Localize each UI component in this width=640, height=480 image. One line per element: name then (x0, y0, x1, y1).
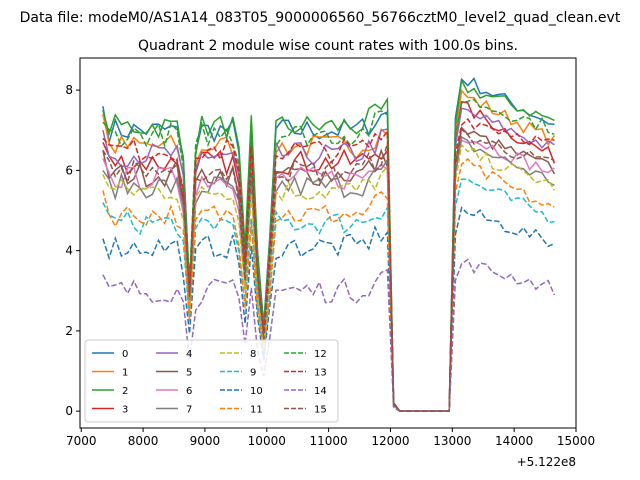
legend-label: 10 (250, 386, 263, 397)
legend-label: 6 (186, 386, 192, 397)
legend-box (84, 339, 339, 423)
legend-label: 9 (250, 368, 256, 379)
y-tick-label: 4 (65, 244, 73, 258)
legend-label: 2 (122, 386, 128, 397)
x-tick-label: 9000 (190, 434, 221, 448)
y-tick-label: 6 (65, 163, 73, 177)
x-tick-label: 11000 (310, 434, 348, 448)
series-line-10 (102, 206, 555, 412)
x-tick-label: 12000 (371, 434, 409, 448)
series-line-7 (102, 135, 555, 412)
x-tick-label: 15000 (557, 434, 595, 448)
series-line-6 (102, 139, 555, 412)
series-line-5 (102, 125, 556, 412)
legend-label: 11 (250, 405, 263, 416)
x-tick-label: 14000 (495, 434, 533, 448)
series-line-8 (102, 143, 556, 412)
legend-label: 7 (186, 405, 192, 416)
series-line-2 (102, 77, 555, 412)
x-tick-label: 7000 (66, 434, 97, 448)
legend-label: 5 (186, 368, 192, 379)
legend-label: 13 (314, 368, 327, 379)
y-tick-label: 8 (65, 83, 73, 97)
legend-label: 0 (122, 349, 128, 360)
series-layer (102, 77, 556, 412)
series-line-15 (102, 127, 555, 412)
series-line-12 (102, 98, 555, 412)
legend-label: 1 (122, 368, 128, 379)
series-line-11 (102, 157, 555, 412)
y-axis: 0 2 4 6 8 (65, 83, 80, 418)
x-tick-label: 10000 (248, 434, 286, 448)
legend-label: 3 (122, 405, 128, 416)
legend-label: 12 (314, 349, 327, 360)
plot-area-frame (79, 57, 577, 429)
x-axis-offset-label: +5.122e8 (517, 455, 576, 469)
y-tick-label: 0 (65, 404, 73, 418)
figure-suptitle: Data file: modeM0/AS1A14_083T05_90000065… (20, 10, 621, 26)
x-tick-label: 8000 (128, 434, 159, 448)
legend-label: 15 (314, 405, 327, 416)
legend-label: 14 (314, 386, 327, 397)
series-line-9 (102, 178, 555, 412)
x-tick-label: 13000 (433, 434, 471, 448)
legend-label: 8 (250, 349, 256, 360)
chart-title: Quadrant 2 module wise count rates with … (138, 38, 518, 54)
legend-label: 4 (186, 349, 192, 360)
y-tick-label: 2 (65, 324, 73, 338)
x-axis: 7000 8000 9000 10000 11000 12000 13000 14000 150… (66, 428, 595, 448)
series-line-4 (102, 107, 555, 412)
series-line-14 (102, 258, 556, 412)
